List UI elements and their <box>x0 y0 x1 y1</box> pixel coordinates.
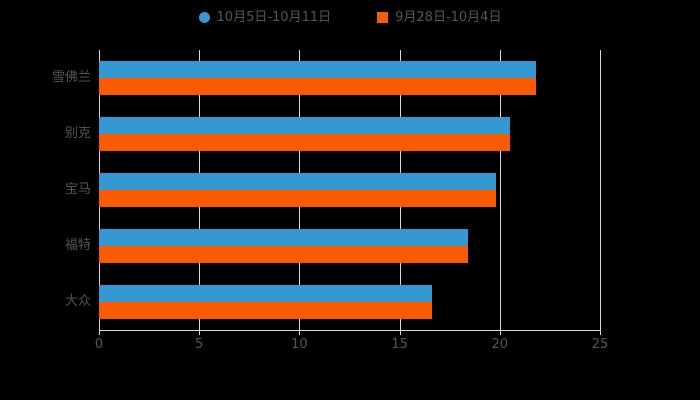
bar-group <box>99 117 600 151</box>
x-axis-tick-label: 10 <box>291 337 308 352</box>
plot-area <box>99 50 601 330</box>
bar[interactable] <box>99 190 496 207</box>
bar[interactable] <box>99 285 432 302</box>
chart-legend: 10月5日-10月11日 9月28日-10月4日 <box>0 6 700 28</box>
x-axis-tick-15 <box>399 330 401 335</box>
bar[interactable] <box>99 173 496 190</box>
bar[interactable] <box>99 229 468 246</box>
y-axis-category-labels: 雪佛兰别克宝马福特大众 <box>0 50 91 330</box>
y-axis-label-2: 宝马 <box>64 182 91 197</box>
y-axis-label-1: 别克 <box>64 126 91 141</box>
x-axis-tick-20 <box>499 330 501 335</box>
bar-group <box>99 285 600 319</box>
x-axis-tick-0 <box>99 330 100 335</box>
legend-label: 9月28日-10月4日 <box>395 9 502 25</box>
bar-group <box>99 173 600 207</box>
x-axis-tick-5 <box>199 330 201 335</box>
gridline-x-20 <box>499 50 501 330</box>
bar[interactable] <box>99 134 510 151</box>
x-axis-tick-25 <box>600 330 601 335</box>
y-axis-label-0: 雪佛兰 <box>51 70 91 85</box>
bar[interactable] <box>99 61 536 78</box>
gridline-x-25 <box>600 50 601 330</box>
x-axis-tick-label: 15 <box>391 337 408 352</box>
bar[interactable] <box>99 302 432 319</box>
x-axis-tick-label: 20 <box>491 337 509 352</box>
y-axis-label-3: 福特 <box>64 238 91 253</box>
y-axis-label-4: 大众 <box>64 294 91 309</box>
x-axis-tick-label: 25 <box>591 337 609 352</box>
bar-group <box>99 229 600 263</box>
x-axis-tick-label: 0 <box>94 337 104 352</box>
bar[interactable] <box>99 246 468 263</box>
legend-item-1[interactable]: 9月28日-10月4日 <box>377 11 501 24</box>
bar-group <box>99 61 600 95</box>
legend-square-marker-icon <box>377 11 389 23</box>
legend-item-0[interactable]: 10月5日-10月11日 <box>198 9 332 25</box>
x-axis-tick-label: 5 <box>195 337 204 352</box>
legend-circle-marker-icon <box>198 11 210 23</box>
x-axis-tick-10 <box>299 330 301 335</box>
x-axis-line <box>99 330 600 331</box>
bar[interactable] <box>99 78 536 95</box>
bar[interactable] <box>99 117 510 134</box>
legend-label: 10月5日-10月11日 <box>216 9 332 25</box>
